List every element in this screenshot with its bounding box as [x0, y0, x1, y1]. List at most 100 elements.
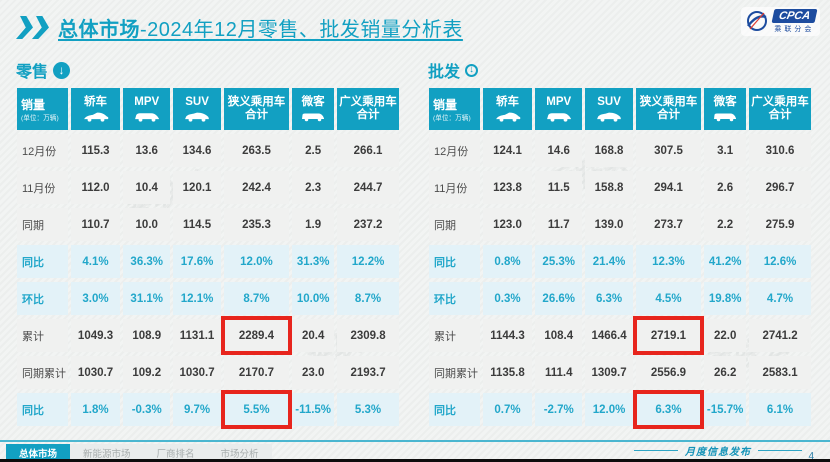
value-cell: 2.3 [292, 171, 335, 204]
tab-market-analysis[interactable]: 市场分析 [220, 448, 259, 460]
value-cell: 6.3% [585, 282, 633, 315]
wholesale-panel: 批发 ↓ 销量 (单位：万辆) 轿车 [426, 58, 814, 430]
col-header-narrow-total: 狭义乘用车 合计 [635, 88, 702, 130]
note-dash-left [634, 450, 678, 451]
value-cell: 11.5 [535, 171, 583, 204]
row-label: 11月份 [429, 171, 480, 204]
value-cell: 12.2% [337, 245, 399, 278]
table-row: 同期 110.7 10.0 114.5 235.3 1.9 237.2 [17, 208, 399, 241]
wholesale-table-body: 12月份 124.1 14.6 168.8 307.5 3.1 310.6 11月份 123.8… [429, 134, 811, 429]
table-row: 12月份 124.1 14.6 168.8 307.5 3.1 310.6 [429, 134, 811, 167]
retail-table-head: 销量 (单位：万辆) 轿车 MPV [17, 88, 399, 130]
value-cell: 2170.7 [223, 356, 290, 389]
row-label: 同比 [429, 393, 480, 426]
value-cell: 20.4 [292, 319, 335, 352]
row-label: 12月份 [17, 134, 68, 167]
value-cell: 14.6 [535, 134, 583, 167]
page-number: 4 [808, 451, 814, 462]
row-label: 同期累计 [17, 356, 68, 389]
down-arrow-icon: ↓ [465, 63, 479, 77]
value-cell: 158.8 [585, 171, 633, 204]
value-cell: 1135.8 [482, 356, 533, 389]
microvan-icon [714, 113, 737, 121]
value-cell: 12.1% [173, 282, 221, 315]
row-label: 同期 [429, 208, 480, 241]
value-cell: 2583.1 [749, 356, 811, 389]
footer-note: 月度信息发布 [634, 443, 802, 458]
retail-section-header: 零售 ↓ [16, 58, 402, 82]
tab-overall-market[interactable]: 总体市场 [6, 444, 71, 459]
value-cell: 114.5 [173, 208, 221, 241]
table-row: 同期累计 1030.7 109.2 1030.7 2170.7 23.0 2193.7 [17, 356, 399, 389]
value-cell: 12.6% [749, 245, 811, 278]
tables-area: 零售 ↓ 销量 (单位：万辆) 轿车 [14, 58, 814, 430]
value-cell: 31.1% [123, 282, 171, 315]
value-cell: 110.7 [70, 208, 121, 241]
value-cell: 134.6 [173, 134, 221, 167]
wholesale-table: 销量 (单位：万辆) 轿车 MPV [426, 84, 814, 430]
row-label: 同期 [17, 208, 68, 241]
row-label: 11月份 [17, 171, 68, 204]
value-cell: 26.6% [535, 282, 583, 315]
tab-oem-ranking[interactable]: 厂商排名 [156, 448, 195, 460]
tab-nev-market[interactable]: 新能源市场 [83, 448, 131, 460]
table-row: 同比 0.8% 25.3% 21.4% 12.3% 41.2% 12.6% [429, 245, 811, 278]
sedan-icon [83, 112, 108, 122]
table-row: 11月份 123.8 11.5 158.8 294.1 2.6 296.7 [429, 171, 811, 204]
retail-table-body: 12月份 115.3 13.6 134.6 263.5 2.5 266.1 11月份 112.0… [17, 134, 399, 429]
value-cell: 296.7 [749, 171, 811, 204]
value-cell: 1030.7 [70, 356, 121, 389]
row-label: 同期累计 [429, 356, 480, 389]
row-label: 累计 [17, 319, 68, 352]
value-cell: 108.9 [123, 319, 171, 352]
value-cell: 294.1 [635, 171, 702, 204]
value-cell: 2193.7 [337, 356, 399, 389]
value-cell: 2.5 [292, 134, 335, 167]
value-cell: 11.7 [535, 208, 583, 241]
mpv-icon [134, 112, 159, 122]
suv-icon [185, 112, 209, 122]
value-cell: 3.0% [70, 282, 121, 315]
value-cell: 263.5 [223, 134, 290, 167]
value-cell: 4.7% [749, 282, 811, 315]
value-cell: 12.0% [585, 393, 633, 426]
value-cell: 275.9 [749, 208, 811, 241]
value-cell: 123.8 [482, 171, 533, 204]
value-cell: 0.3% [482, 282, 533, 315]
value-cell: 1131.1 [173, 319, 221, 352]
retail-panel: 零售 ↓ 销量 (单位：万辆) 轿车 [14, 58, 402, 430]
col-header-sedan: 轿车 [482, 88, 533, 130]
table-row: 累计 1144.3 108.4 1466.4 2719.1 22.0 2741.2 [429, 316, 811, 355]
row-label: 12月份 [429, 134, 480, 167]
mpv-icon [546, 112, 571, 122]
table-row: 累计 1049.3 108.9 1131.1 2289.4 20.4 2309.8 [17, 316, 399, 355]
footer-tab-bar: 总体市场 新能源市场 厂商排名 市场分析 [6, 444, 272, 460]
value-cell: 1144.3 [482, 319, 533, 352]
sales-label: 销量 [21, 97, 46, 112]
value-cell: 1.9 [292, 208, 335, 241]
value-cell: 1049.3 [70, 319, 121, 352]
value-cell: 22.0 [704, 319, 747, 352]
table-row: 同比 0.7% -2.7% 12.0% 6.3% -15.7% 6.1% [429, 390, 811, 429]
value-cell: -15.7% [704, 393, 747, 426]
value-cell: 244.7 [337, 171, 399, 204]
col-header-sales: 销量 (单位：万辆) [429, 88, 480, 130]
value-cell: 6.1% [749, 393, 811, 426]
value-cell: 1030.7 [173, 356, 221, 389]
value-cell: 3.1 [704, 134, 747, 167]
value-cell: 10.0% [292, 282, 335, 315]
highlighted-cell: 2719.1 [632, 316, 705, 355]
value-cell: 235.3 [223, 208, 290, 241]
table-row: 同期累计 1135.8 111.4 1309.7 2556.9 26.2 2583.1 [429, 356, 811, 389]
table-row: 12月份 115.3 13.6 134.6 263.5 2.5 266.1 [17, 134, 399, 167]
value-cell: 307.5 [635, 134, 702, 167]
retail-table: 销量 (单位：万辆) 轿车 MPV [14, 84, 402, 430]
sedan-icon [495, 112, 520, 122]
wholesale-section-header: 批发 ↓ [428, 58, 814, 82]
value-cell: 8.7% [223, 282, 290, 315]
value-cell: 139.0 [585, 208, 633, 241]
value-cell: 109.2 [123, 356, 171, 389]
value-cell: 26.2 [704, 356, 747, 389]
value-cell: 9.7% [173, 393, 221, 426]
value-cell: 237.2 [337, 208, 399, 241]
